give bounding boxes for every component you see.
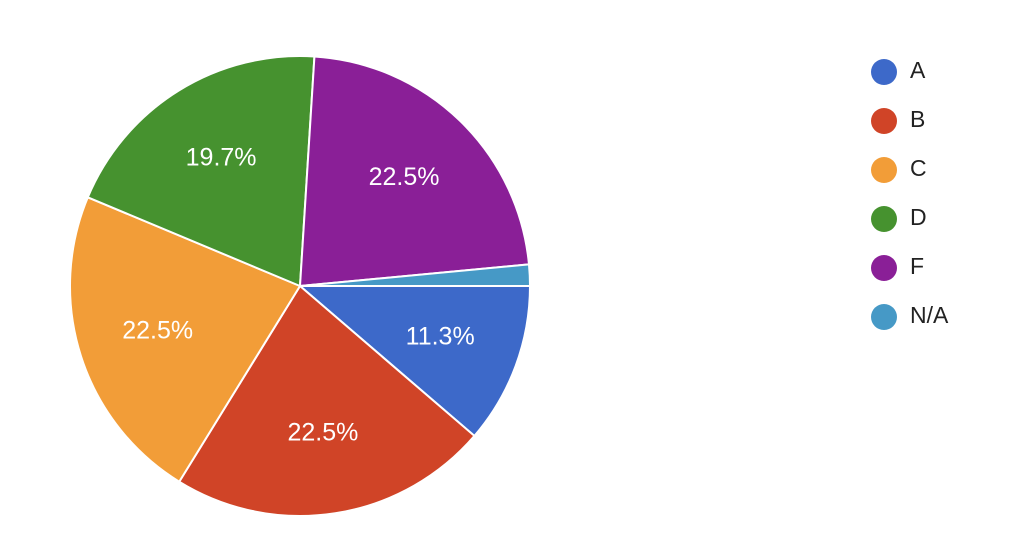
slice-label: 22.5% [122, 316, 193, 344]
legend-marker [871, 157, 897, 183]
pie-slice [69, 196, 302, 484]
pie-slice [177, 284, 476, 517]
slice-label: 11.3% [406, 323, 475, 351]
legend-label: F [910, 253, 924, 279]
pie-slice [299, 263, 532, 287]
legend-marker [871, 206, 897, 232]
slice-label: 19.7% [186, 144, 257, 172]
pie-slice [86, 55, 316, 288]
pie-slice [297, 285, 532, 438]
legend-marker [871, 108, 897, 134]
legend-label: N/A [910, 302, 949, 328]
legend-label: B [910, 106, 925, 132]
legend-marker [871, 255, 897, 281]
legend-marker [871, 304, 897, 330]
pie-slice [298, 55, 531, 288]
slice-label: 22.5% [287, 418, 358, 446]
legend-label: D [910, 204, 927, 230]
legend-marker [871, 59, 897, 85]
slice-label: 22.5% [369, 163, 440, 191]
legend-label: A [910, 57, 926, 83]
legend-label: C [910, 155, 927, 181]
